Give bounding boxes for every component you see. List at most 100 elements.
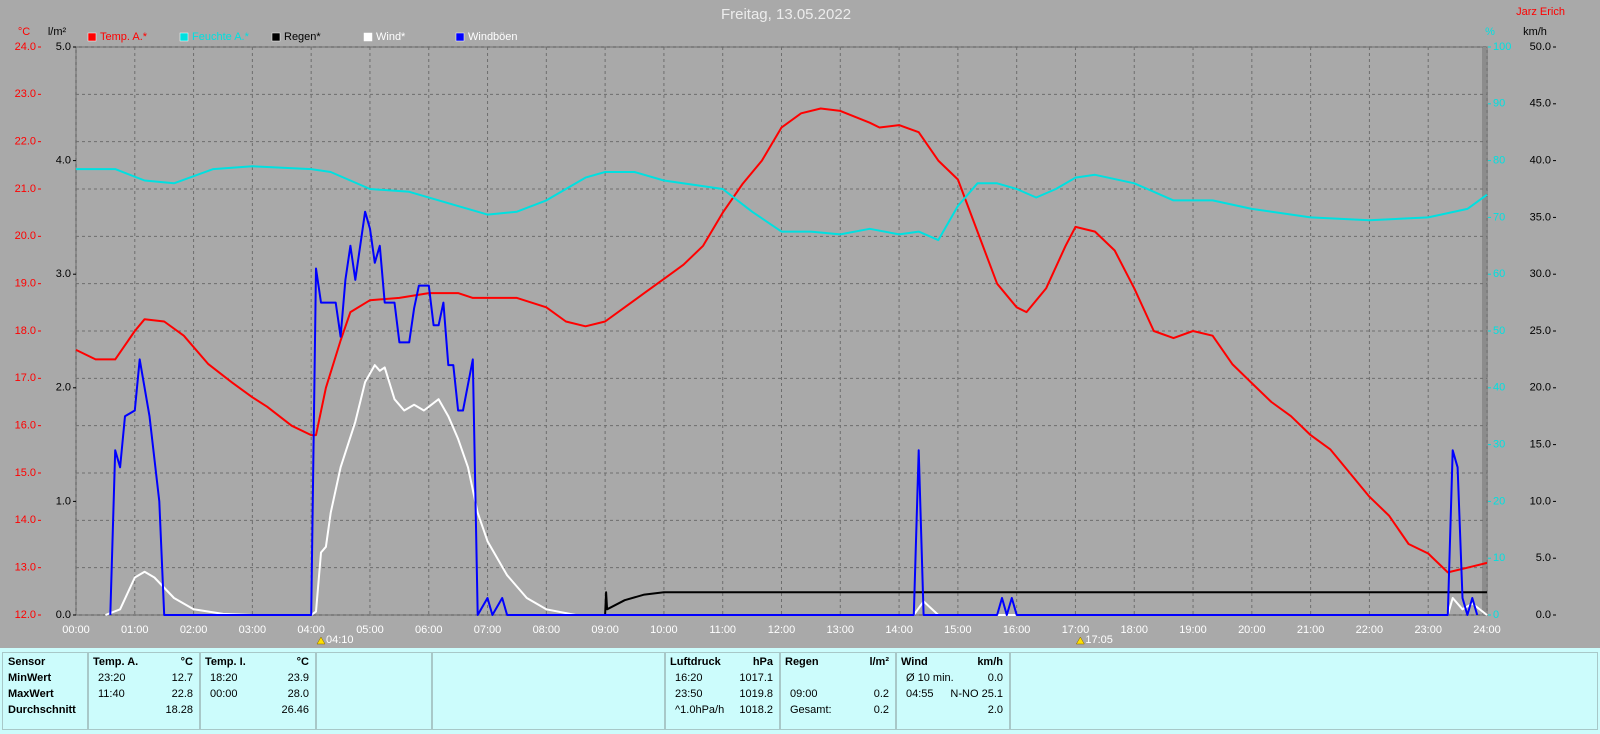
y3-tick-label: 10 xyxy=(1493,552,1505,564)
y3-axis-label: % xyxy=(1485,26,1495,38)
block-title: Regen xyxy=(785,656,819,668)
y3-tick-label: 40 xyxy=(1493,382,1505,394)
y-tick-label: 22.0 xyxy=(15,136,36,148)
legend-swatch xyxy=(87,32,97,42)
row-label: Durchschnitt xyxy=(8,704,76,716)
y2-tick-label: 3.0 xyxy=(56,268,71,280)
block-title: Wind xyxy=(901,656,928,668)
stat-time: ^1.0hPa/h xyxy=(675,704,725,716)
y3-tick-label: 70 xyxy=(1493,211,1505,223)
stat-value: 12.7 xyxy=(171,672,193,684)
y2-tick-label: 5.0 xyxy=(56,41,71,53)
stat-value: 0.2 xyxy=(873,704,889,716)
stat-value: 23.9 xyxy=(287,672,309,684)
stat-time: 11:40 xyxy=(98,688,125,700)
y3-tick-label: 50 xyxy=(1493,325,1505,337)
y-tick-label: 13.0 xyxy=(15,562,36,574)
stat-time: 23:20 xyxy=(98,672,126,684)
author: Jarz Erich xyxy=(1516,6,1565,18)
annotation: 17:05 xyxy=(1085,634,1113,646)
stats-panel: Sensor MinWert MaxWert Durchschnitt Temp. A… xyxy=(0,648,1600,734)
stat-time: 16:20 xyxy=(675,672,703,684)
stat-block: Temp. I. °C 18:20 23.9 00:00 28.0 26.46 xyxy=(200,652,316,730)
stat-block: Luftdruck hPa 16:20 1017.1 23:50 1019.8 ^1.0hP… xyxy=(665,652,780,730)
y4-tick-label: 40.0 xyxy=(1530,155,1551,167)
y3-tick-label: 30 xyxy=(1493,439,1505,451)
y3-tick-label: 90 xyxy=(1493,98,1505,110)
y-tick-label: 14.0 xyxy=(15,514,36,526)
y-tick-label: 23.0 xyxy=(15,88,36,100)
stat-value: 1019.8 xyxy=(739,688,773,700)
block-unit: hPa xyxy=(752,656,773,668)
x-tick-label: 19:00 xyxy=(1179,624,1207,636)
stat-block: Regen l/m² 09:00 0.2 Gesamt: 0.2 xyxy=(780,652,896,730)
x-tick-label: 03:00 xyxy=(239,624,267,636)
stat-time: Gesamt: xyxy=(790,704,832,716)
y4-tick-label: 20.0 xyxy=(1530,382,1551,394)
x-tick-label: 15:00 xyxy=(944,624,972,636)
y-tick-label: 16.0 xyxy=(15,420,36,432)
stat-time: 18:20 xyxy=(210,672,238,684)
y4-tick-label: 45.0 xyxy=(1530,98,1551,110)
x-tick-label: 16:00 xyxy=(1003,624,1031,636)
legend-label: Temp. A.* xyxy=(100,31,148,43)
y4-tick-label: 25.0 xyxy=(1530,325,1551,337)
x-tick-label: 04:00 xyxy=(297,624,325,636)
block-title: Luftdruck xyxy=(670,656,721,668)
x-tick-label: 02:00 xyxy=(180,624,208,636)
label-block: Sensor MinWert MaxWert Durchschnitt xyxy=(2,652,88,730)
legend-label: Wind* xyxy=(376,31,406,43)
y4-tick-label: 5.0 xyxy=(1536,552,1551,564)
stat-time: 00:00 xyxy=(210,688,238,700)
stat-value: 26.46 xyxy=(281,704,309,716)
legend-label: Feuchte A.* xyxy=(192,31,250,43)
y4-axis-label: km/h xyxy=(1523,26,1547,38)
chart: Freitag, 13.05.2022 Jarz Erich 00:00 01:0… xyxy=(15,6,1565,646)
x-tick-label: 21:00 xyxy=(1297,624,1325,636)
legend-label: Windböen xyxy=(468,31,518,43)
right-bar xyxy=(1482,47,1486,615)
x-tick-label: 14:00 xyxy=(885,624,913,636)
y2-tick-label: 4.0 xyxy=(56,155,71,167)
x-tick-label: 08:00 xyxy=(533,624,561,636)
y4-tick-label: 30.0 xyxy=(1530,268,1551,280)
stat-value: 28.0 xyxy=(287,688,309,700)
x-tick-label: 09:00 xyxy=(591,624,619,636)
y-tick-label: 15.0 xyxy=(15,467,36,479)
y4-tick-label: 0.0 xyxy=(1536,609,1551,621)
legend-swatch xyxy=(179,32,189,42)
row-label: MinWert xyxy=(8,672,52,684)
x-tick-label: 06:00 xyxy=(415,624,443,636)
y-tick-label: 12.0 xyxy=(15,609,36,621)
y3-tick-label: 60 xyxy=(1493,268,1505,280)
block-unit: °C xyxy=(296,656,309,668)
x-tick-label: 23:00 xyxy=(1414,624,1442,636)
legend-swatch xyxy=(363,32,373,42)
block-unit: km/h xyxy=(977,656,1003,668)
x-tick-label: 22:00 xyxy=(1356,624,1384,636)
stat-block: Temp. A. °C 23:20 12.7 11:40 22.8 18.28 xyxy=(88,652,200,730)
stat-time: Ø 10 min. xyxy=(906,672,954,684)
annotation: 04:10 xyxy=(326,634,354,646)
stat-time: 04:55 xyxy=(906,688,934,700)
empty-block xyxy=(1010,652,1598,730)
stat-value: 1018.2 xyxy=(739,704,773,716)
x-tick-label: 17:00 xyxy=(1062,624,1090,636)
legend-swatch xyxy=(455,32,465,42)
empty-block xyxy=(316,652,432,730)
series-line xyxy=(604,591,1487,616)
block-title: Temp. I. xyxy=(205,656,246,668)
y3-tick-label: 20 xyxy=(1493,495,1505,507)
y-axis-label: °C xyxy=(18,26,30,38)
stat-value: 18.28 xyxy=(165,704,193,716)
stat-value: N-NO 25.1 xyxy=(950,688,1003,700)
x-tick-label: 05:00 xyxy=(356,624,384,636)
stat-time: 23:50 xyxy=(675,688,703,700)
x-tick-label: 18:00 xyxy=(1120,624,1148,636)
row-label: Sensor xyxy=(8,656,46,668)
y-tick-label: 19.0 xyxy=(15,278,36,290)
y4-tick-label: 15.0 xyxy=(1530,439,1551,451)
y-tick-label: 17.0 xyxy=(15,372,36,384)
x-tick-label: 00:00 xyxy=(62,624,90,636)
